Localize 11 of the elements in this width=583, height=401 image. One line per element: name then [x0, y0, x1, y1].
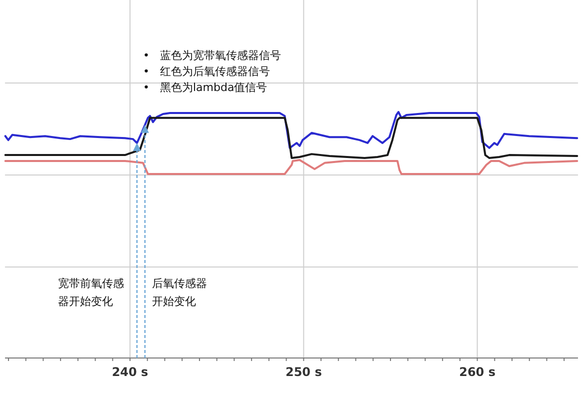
x-tick-label: 240 s: [112, 365, 148, 379]
text: •: [143, 81, 150, 94]
ref-line-label: 宽带前氧传感器开始变化: [58, 277, 124, 308]
ref-line-label: 后氧传感器开始变化: [152, 277, 207, 308]
x-tick-label: 260 s: [459, 365, 496, 379]
x-tick-label: 250 s: [285, 365, 322, 379]
text: •: [143, 65, 150, 78]
text: 蓝色为宽带氧传感器信号: [160, 49, 281, 62]
text: •: [143, 49, 150, 62]
text: 黑色为lambda值信号: [160, 81, 268, 94]
text: 红色为后氧传感器信号: [160, 65, 270, 78]
